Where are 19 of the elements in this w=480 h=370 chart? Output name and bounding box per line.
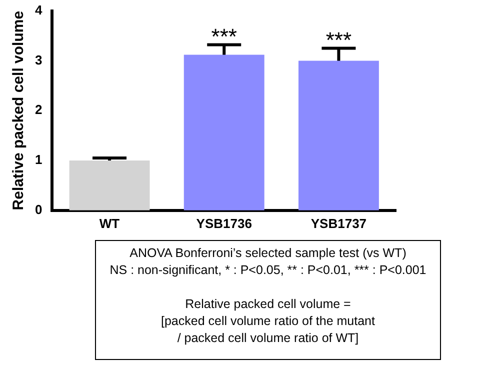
y-tick-label: 1: [34, 152, 42, 168]
y-axis-title: Relative packed cell volume: [10, 10, 28, 210]
x-tick-label: WT: [99, 216, 120, 231]
annotation: ***: [326, 27, 352, 52]
text: / packed cell volume ratio of WT]: [176, 330, 360, 347]
text: [packed cell volume ratio of the mutant: [160, 313, 376, 330]
bar: [298, 60, 379, 210]
y-tick-label: 0: [34, 202, 42, 217]
bar: [184, 54, 264, 210]
y-tick-label: 2: [34, 102, 42, 118]
x-tick-label: YSB1736: [196, 216, 252, 231]
text: ANOVA Bonferroni’s selected sample test (vs WT): [128, 245, 408, 262]
y-tick-label: 4: [34, 2, 43, 18]
text: Relative packed cell volume =: [184, 296, 352, 313]
x-tick-label: YSB1737: [310, 216, 367, 231]
y-tick-label: 3: [34, 52, 42, 68]
bar: [69, 160, 150, 210]
annotation: ***: [211, 24, 238, 49]
text: NS : non-significant, * : P<0.05, ** : P<0.01, *** : P<0.001: [108, 262, 428, 279]
